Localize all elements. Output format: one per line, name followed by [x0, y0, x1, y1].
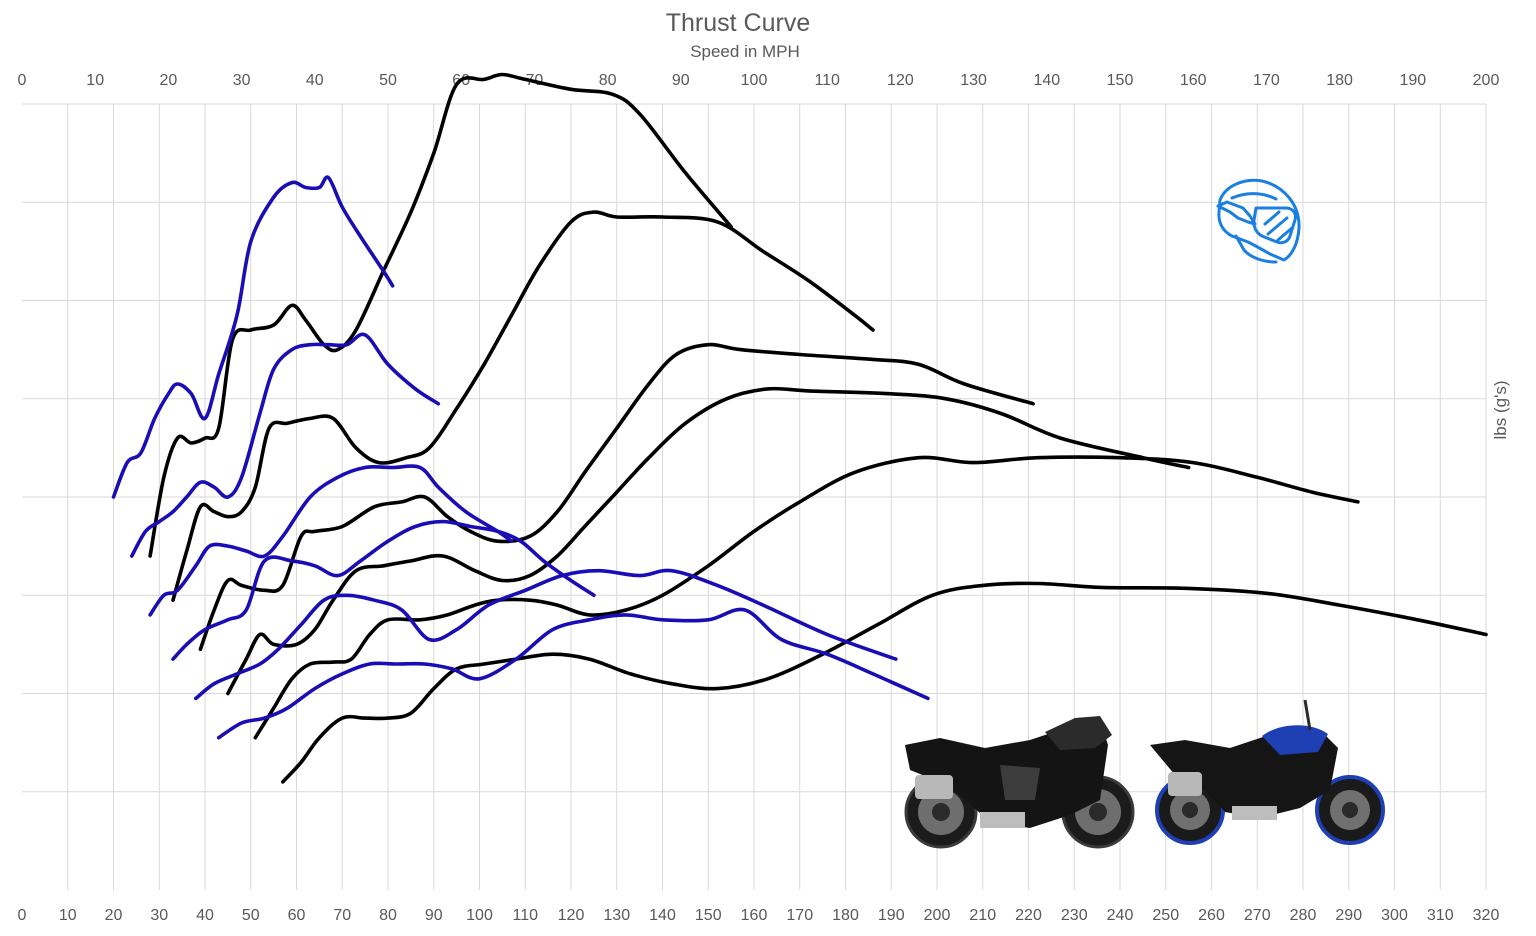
bottom-axis-tick-label: 20: [105, 907, 123, 924]
bottom-axis-tick-label: 50: [242, 907, 260, 924]
bottom-axis-tick-label: 210: [969, 907, 996, 924]
bottom-axis-tick-label: 130: [603, 907, 630, 924]
top-axis-tick-label: 100: [741, 72, 768, 89]
chart-title: Thrust Curve: [666, 9, 810, 37]
bottom-axis-tick-label: 60: [288, 907, 306, 924]
blue-gear-4-curve: [171, 519, 596, 661]
bottom-axis-tick-label: 240: [1107, 907, 1134, 924]
top-axis-tick-label: 40: [306, 72, 324, 89]
bottom-axis-tick-label: 290: [1335, 907, 1362, 924]
top-axis-tick-label: 140: [1033, 72, 1060, 89]
bottom-axis-tick-label: 10: [59, 907, 77, 924]
thrust-curves: [111, 72, 1488, 784]
black-gear-6-curve: [281, 581, 1488, 784]
top-axis-tick-label: 50: [379, 72, 397, 89]
bottom-axis-tick-label: 170: [786, 907, 813, 924]
top-axis-tick-label: 90: [672, 72, 690, 89]
top-axis-tick-label: 170: [1253, 72, 1280, 89]
bottom-axis-tick-label: 90: [425, 907, 443, 924]
blue-gear-6-curve: [216, 607, 930, 740]
black-gear-1-curve: [148, 72, 733, 558]
bottom-axis-tick-label: 300: [1381, 907, 1408, 924]
top-axis-tick-label: 180: [1326, 72, 1353, 89]
horizontal-gridlines: [22, 103, 1486, 793]
top-axis-tick-label: 200: [1473, 72, 1500, 89]
bottom-axis-tick-label: 180: [832, 907, 859, 924]
bottom-axis-tick-label: 270: [1244, 907, 1271, 924]
helmet-icon: [1216, 178, 1301, 264]
naked-bike-blue-image: [1150, 699, 1385, 845]
top-axis-tick-label: 20: [160, 72, 178, 89]
blue-gear-1-curve: [111, 175, 395, 499]
bottom-axis-tick-labels: 0 10 20 30 40 50 60 70 80 90 100 110 120 130 140 150 160…: [18, 907, 1500, 924]
bottom-axis-tick-label: 0: [18, 907, 27, 924]
y-axis-label: lbs (g's): [1491, 381, 1510, 440]
black-gear-2-curve: [171, 210, 875, 602]
bottom-axis-tick-label: 70: [333, 907, 351, 924]
chart-subtitle: Speed in MPH: [690, 42, 800, 61]
top-axis-tick-label: 0: [18, 72, 27, 89]
black-gear-3-curve: [198, 342, 1035, 652]
bottom-axis-tick-label: 100: [466, 907, 493, 924]
top-axis-tick-label: 110: [814, 72, 840, 89]
bottom-axis-tick-label: 260: [1198, 907, 1225, 924]
top-axis-tick-label: 150: [1107, 72, 1134, 89]
bottom-axis-tick-label: 200: [924, 907, 951, 924]
bottom-axis-tick-label: 30: [150, 907, 168, 924]
bottom-axis-tick-label: 160: [741, 907, 768, 924]
bottom-axis-tick-label: 150: [695, 907, 722, 924]
bottom-axis-tick-label: 310: [1427, 907, 1454, 924]
bottom-axis-tick-label: 320: [1473, 907, 1500, 924]
bottom-axis-tick-label: 110: [512, 907, 538, 924]
bottom-axis-tick-label: 120: [558, 907, 585, 924]
top-axis-tick-labels: 0 10 20 30 40 50 60 70 80 90 100 110 120 130 140 150 160…: [18, 72, 1500, 89]
bottom-axis-tick-label: 80: [379, 907, 397, 924]
black-gear-5-curve: [253, 455, 1360, 740]
top-axis-tick-label: 30: [233, 72, 251, 89]
top-axis-tick-label: 160: [1180, 72, 1207, 89]
bottom-axis-tick-label: 40: [196, 907, 214, 924]
bottom-axis-tick-label: 140: [649, 907, 676, 924]
bottom-axis-tick-label: 250: [1152, 907, 1179, 924]
sportbike-black-image: [904, 716, 1135, 849]
top-axis-tick-label: 130: [960, 72, 987, 89]
black-gear-4-curve: [226, 386, 1191, 696]
bottom-axis-tick-label: 220: [1015, 907, 1042, 924]
bottom-axis-tick-label: 190: [878, 907, 905, 924]
top-axis-tick-label: 10: [86, 72, 104, 89]
blue-gear-2-curve: [130, 332, 441, 558]
blue-gear-5-curve: [194, 568, 898, 701]
top-axis-tick-label: 80: [599, 72, 617, 89]
blue-gear-3-curve: [148, 464, 514, 617]
bottom-axis-tick-label: 280: [1290, 907, 1317, 924]
top-axis-tick-label: 120: [887, 72, 914, 89]
top-axis-tick-label: 190: [1399, 72, 1426, 89]
bottom-axis-tick-label: 230: [1061, 907, 1088, 924]
